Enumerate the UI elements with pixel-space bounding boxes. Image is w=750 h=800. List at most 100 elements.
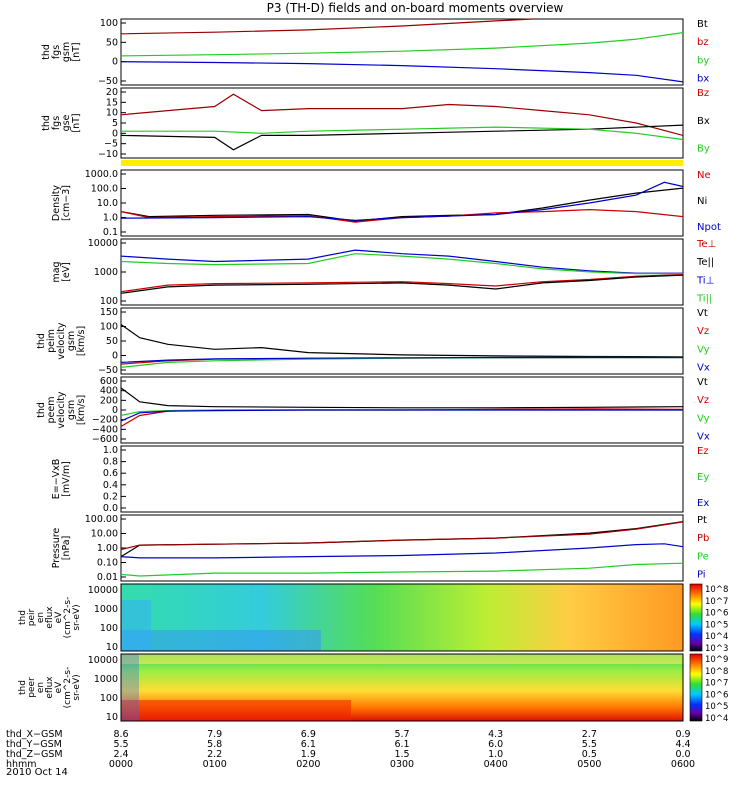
pressure-ytick-label: 0.01: [97, 572, 118, 583]
xaxis-value: 6.1: [301, 739, 316, 750]
density-ylabel: [cm−3]: [61, 185, 72, 221]
e_field-ytick-label: 1.0: [103, 445, 118, 456]
pressure-series-Pe: [120, 562, 684, 577]
peem_velocity-ytick-label: 400: [100, 386, 118, 397]
e_field-ytick-label: 0.8: [103, 457, 118, 468]
pressure-legend-Pb: Pb: [697, 533, 709, 544]
xaxis-value: 0.9: [675, 729, 690, 740]
e_field-ytick-label: 0.0: [103, 503, 118, 514]
panel-e-field: 1.00.80.60.40.20.0 E=−VxB [mV/m] Ez Ey Ex: [51, 445, 709, 514]
temperature-series-Ti||: [120, 253, 683, 275]
fgs_gse-series-By: [121, 126, 684, 141]
pressure-series-Pi: [120, 543, 684, 559]
peir_spec-ylabel: en: [36, 612, 46, 623]
peem_velocity-ylabel: [km/s]: [76, 395, 87, 425]
xaxis-value: 7.9: [207, 729, 222, 740]
peem_velocity-ytick-label: −200: [92, 415, 118, 426]
peem_velocity-ytick-label: −600: [92, 434, 118, 445]
peir_spec-ytick-label: 10: [106, 642, 118, 653]
xaxis-value: 8.6: [113, 729, 128, 740]
peir-colorbar: [689, 583, 703, 652]
peer_spec-colorbar-tick: 10^8: [705, 667, 728, 677]
peim_velocity-legend-Vt: Vt: [697, 308, 708, 319]
xaxis-value: 2.4: [113, 749, 128, 760]
peer-frame: [120, 653, 684, 722]
peem_velocity-ytick-label: 0: [112, 405, 118, 416]
fgs_gse-frame: [120, 87, 684, 159]
peer_spec-ytick-label: 10: [106, 712, 118, 723]
fgs_gse-legend-Bx: Bx: [697, 116, 710, 127]
xaxis-value: 0000: [109, 759, 133, 770]
pressure-ytick-label: 1.00: [97, 543, 118, 554]
peir-low-energy-band: [121, 630, 321, 651]
pressure-ylabel: [nPa]: [61, 536, 72, 561]
peir_spec-colorbar-tick: 10^4: [705, 632, 728, 642]
peir_spec-ytick-label: 10000: [88, 585, 118, 596]
fgs_gse-ytick-label: 10: [106, 108, 118, 119]
fgs_gse-ytick-label: 20: [106, 87, 118, 98]
pressure-legend-Pt: Pt: [697, 515, 707, 526]
peer_spec-ylabel: en: [36, 682, 46, 693]
temperature-legend-Ti⊥: Ti⊥: [696, 275, 714, 286]
peem_velocity-ylabel: thd: [36, 402, 47, 418]
peer_spec-colorbar-tick: 10^9: [705, 655, 728, 665]
xaxis-value: 5.5: [582, 739, 597, 750]
xaxis-value: 2.2: [207, 749, 222, 760]
peer_spec-colorbar-tick: 10^4: [705, 714, 728, 724]
peem_velocity-series-Vz: [120, 408, 684, 428]
e_field-legend-Ey: Ey: [697, 472, 709, 483]
peem_velocity-legend-Vz: Vz: [697, 395, 709, 406]
temperature-ytick-label: 10000: [88, 238, 118, 249]
xaxis-row-label: thd_Y−GSM: [6, 739, 62, 750]
pressure-legend-Pe: Pe: [697, 551, 709, 562]
fgs_gsm-legend-Bt: Bt: [697, 19, 708, 30]
peem_velocity-legend-Vy: Vy: [697, 413, 710, 424]
fgs_gsm-series-bx: [120, 61, 684, 83]
fgs_gse-ytick-label: −10: [98, 149, 118, 160]
density-frame: [120, 169, 684, 237]
xaxis-value: 2.7: [582, 729, 597, 740]
density-ytick-label: 0.1: [103, 227, 118, 238]
xaxis-value: 0500: [577, 759, 601, 770]
fgs_gse-legend-Bz: Bz: [697, 88, 709, 99]
xaxis-value: 0400: [484, 759, 508, 770]
panel-peim-velocity: 150 100 50 0 −50 thd peim velocity gsm [km/s] Vt Vz…: [36, 307, 710, 376]
peem_velocity-legend-Vx: Vx: [697, 432, 710, 443]
e_field-legend-Ex: Ex: [697, 498, 709, 509]
peem_velocity-ytick-label: −400: [92, 424, 118, 435]
temperature-legend-Te⊥: Te⊥: [696, 239, 716, 250]
xaxis-row-label: thd_Z−GSM: [6, 749, 63, 760]
fgs_gse-ylabel: gse: [61, 114, 72, 131]
fgs_gsm-legend-bz: bz: [697, 37, 709, 48]
xaxis-value: 1.5: [394, 749, 409, 760]
fgs_gsm-legend-bx: bx: [697, 74, 709, 85]
peem_velocity-ytick-label: 200: [100, 395, 118, 406]
fgs_gsm-ylabel: thd: [41, 44, 52, 60]
fgs_gse-legend-By: By: [697, 144, 710, 155]
plot-title: P3 (TH-D) fields and on-board moments ov…: [267, 1, 564, 15]
peir_spec-colorbar-tick: 10^7: [705, 597, 728, 607]
peer-colorbar: [689, 653, 703, 722]
xaxis-value: 4.3: [488, 729, 503, 740]
peir_spec-colorbar-tick: 10^8: [705, 585, 728, 595]
e_field-ylabel: E=−VxB: [51, 459, 62, 500]
peer_spec-ylabel: thd: [18, 680, 28, 695]
peer_spec-colorbar-tick: 10^7: [705, 679, 728, 689]
xaxis-value: 4.4: [675, 739, 690, 750]
pressure-frame: [120, 514, 684, 582]
peim_velocity-legend-Vz: Vz: [697, 326, 709, 337]
fgs_gse-ylabel: thd: [41, 115, 52, 131]
peim_velocity-ylabel: thd: [36, 333, 47, 349]
temperature-series-Te||: [120, 274, 684, 294]
xaxis-value: 5.7: [394, 729, 409, 740]
xaxis-value: 5.8: [207, 739, 222, 750]
peir_spec-ylabel: eflux: [45, 606, 55, 629]
e_field-ytick-label: 0.4: [103, 480, 118, 491]
peem_velocity-ytick-label: 600: [100, 376, 118, 387]
peim_velocity-ytick-label: 150: [100, 307, 118, 318]
peim_velocity-ylabel: velocity: [56, 322, 67, 360]
density-series-Npot: [120, 181, 684, 221]
fgs_gsm-ytick-label: −50: [98, 76, 118, 87]
xaxis-value: 6.0: [488, 739, 503, 750]
